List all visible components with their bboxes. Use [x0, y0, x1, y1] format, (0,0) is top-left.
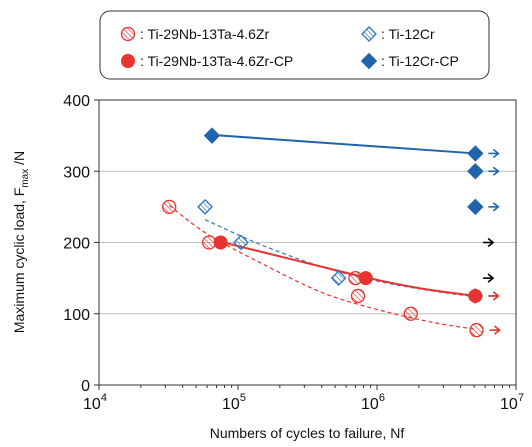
point-ti-29nb-13ta-4-6zr [469, 322, 484, 338]
legend-marker [120, 26, 136, 42]
x-tick-label-4: 104 [83, 392, 107, 413]
legend-label: : Ti-12Cr [381, 26, 435, 42]
runout-arrow-other [483, 237, 495, 248]
x-tick-exponent: 5 [240, 392, 246, 404]
legend-frame [99, 10, 490, 80]
legend-entry-ti-29nb-13ta-4-6zr: : Ti-29Nb-13Ta-4.6Zr [120, 26, 269, 42]
fit-curve-ti-29nb-13ta-4-6zr-cp [220, 240, 476, 297]
point-ti-29nb-13ta-4-6zr [162, 199, 177, 215]
y-tick-label-400: 400 [63, 93, 90, 110]
x-tick-base: 10 [361, 396, 379, 413]
point-ti-29nb-13ta-4-6zr [403, 306, 418, 321]
x-tick-exponent: 6 [379, 392, 385, 404]
runout-arrow-ti-29nb-13ta-4-6zr [489, 325, 501, 335]
x-tick-exponent: 4 [101, 392, 107, 404]
point-ti-12cr [197, 198, 214, 215]
y-tick-label-300: 300 [63, 164, 90, 181]
legend: : Ti-29Nb-13Ta-4.6Zr : Ti-12Cr : Ti-29Nb-1… [99, 10, 490, 80]
y-tick-label-100: 100 [63, 307, 90, 324]
x-tick-label-6: 106 [361, 392, 385, 413]
point-ti-29nb-13ta-4-6zr-cp [213, 235, 228, 250]
point-ti-12cr [233, 234, 249, 251]
y-axis-title-subscript: max [20, 169, 31, 188]
fit-curve-ti-12cr [204, 219, 476, 298]
fit-curve-ti-12cr-cp [211, 133, 476, 155]
runout-arrow-ti-12cr-cp [488, 202, 500, 212]
x-tick-base: 10 [500, 396, 518, 413]
point-ti-29nb-13ta-4-6zr-cp [358, 271, 373, 286]
point-ti-12cr-cp [467, 145, 484, 162]
point-ti-12cr-cp [467, 198, 484, 216]
point-ti-29nb-13ta-4-6zr [350, 288, 366, 304]
x-axis-title: Numbers of cycles to failure, Nf [210, 425, 405, 441]
fit-curve-ti-29nb-13ta-4-6zr [168, 204, 477, 331]
runout-arrow-ti-29nb-13ta-4-6zr-cp [488, 291, 500, 301]
legend-marker [121, 54, 135, 68]
legend-label: : Ti-12Cr-CP [381, 53, 459, 69]
y-axis-title-unit: /N [11, 151, 27, 169]
legend-label: : Ti-29Nb-13Ta-4.6Zr-CP [140, 53, 293, 69]
legend-marker [360, 52, 378, 70]
y-tick-label-200: 200 [63, 236, 90, 253]
x-tick-base: 10 [222, 396, 240, 413]
point-ti-12cr [330, 270, 347, 287]
y-axis-title-main: Maximum cyclic load, F [11, 188, 27, 333]
legend-marker [361, 26, 377, 42]
point-ti-29nb-13ta-4-6zr-cp [468, 288, 483, 303]
x-tick-label-7: 107 [500, 392, 524, 413]
x-tick-base: 10 [83, 396, 101, 413]
legend-entry-ti-29nb-13ta-4-6zr-cp: : Ti-29Nb-13Ta-4.6Zr-CP [121, 53, 293, 69]
legend-entry-ti-12cr: : Ti-12Cr [361, 26, 435, 42]
legend-entry-ti-12cr-cp: : Ti-12Cr-CP [360, 52, 459, 70]
runout-arrow-other [483, 273, 495, 283]
x-tick-label-5: 105 [222, 392, 246, 413]
runout-arrow-ti-12cr-cp [488, 148, 500, 159]
runout-arrow-ti-12cr-cp [488, 166, 500, 176]
legend-label: : Ti-29Nb-13Ta-4.6Zr [140, 26, 269, 42]
y-tick-label-0: 0 [81, 378, 90, 395]
y-axis-title: Maximum cyclic load, Fmax /N [11, 151, 31, 333]
point-ti-12cr-cp [467, 163, 484, 180]
x-tick-exponent: 7 [518, 392, 524, 404]
point-ti-12cr-cp [203, 127, 221, 144]
